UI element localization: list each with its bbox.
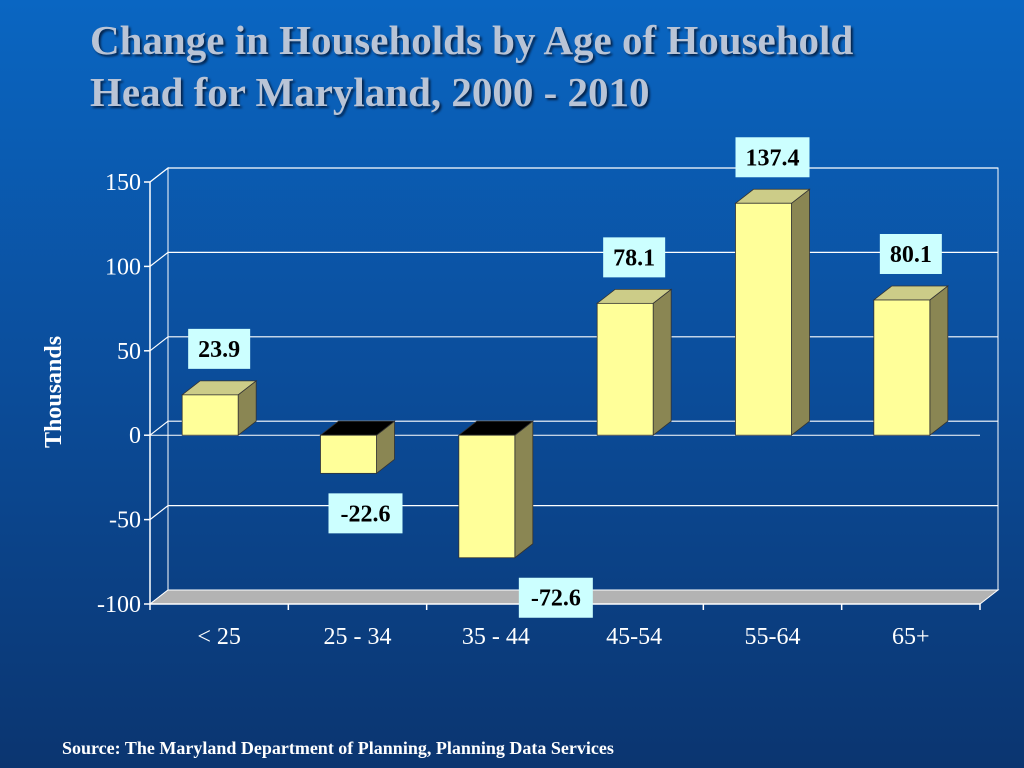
chart-plot-area [148, 166, 1000, 606]
y-tick-label: 100 [105, 254, 141, 280]
chart-title: Change in Households by Age of Household… [90, 14, 990, 118]
data-label: 78.1 [603, 237, 666, 278]
data-label-text: 137.4 [746, 145, 800, 171]
chart-title-line-2: Head for Maryland, 2000 - 2010 [90, 69, 650, 115]
data-label: 80.1 [879, 233, 942, 274]
x-tick-label: 65+ [892, 624, 930, 650]
bar-side [652, 288, 672, 437]
data-label-box [603, 237, 666, 278]
bar [596, 288, 673, 437]
x-tick-label: 45-54 [606, 624, 662, 650]
data-label-box [328, 493, 403, 534]
data-label: 137.4 [735, 137, 810, 178]
bar [457, 420, 534, 559]
bar-front [735, 202, 792, 436]
gridline [149, 420, 998, 436]
bar-side [514, 420, 534, 559]
chart-bars [181, 188, 949, 559]
data-label: -22.6 [328, 493, 403, 534]
data-label: 23.9 [188, 328, 251, 369]
data-label-box [188, 328, 251, 369]
bar-side [929, 285, 949, 437]
data-label-text: 78.1 [613, 245, 655, 271]
y-tick-label: -50 [109, 508, 141, 534]
y-tick-label: -100 [97, 592, 141, 618]
bar [734, 188, 811, 437]
x-tick-label: 35 - 44 [462, 624, 530, 650]
bar-front [181, 394, 239, 436]
bar [181, 380, 258, 437]
y-axis-label: Thousands [41, 336, 67, 448]
data-label-text: 80.1 [890, 242, 932, 268]
bar-side [791, 188, 810, 437]
data-label-text: -72.6 [531, 586, 581, 612]
x-tick-label: < 25 [197, 624, 241, 650]
data-label: -72.6 [518, 577, 593, 618]
gridline [149, 167, 998, 183]
y-tick-label: 0 [129, 423, 141, 449]
gridline [149, 336, 998, 352]
y-tick-label: 150 [105, 170, 141, 196]
bar [872, 285, 949, 437]
chart-axes: 150 100 50 0 -50 -100 < 25 25 - 34 35 - 44 45-54 5… [97, 170, 981, 650]
bar-front [320, 434, 377, 474]
x-tick-label: 55-64 [745, 624, 801, 650]
data-label-box [518, 577, 593, 618]
chart-data-labels: 23.9 -22.6 -72.6 78.1 137.4 80.1 [188, 137, 942, 618]
data-label-text: 23.9 [198, 337, 240, 363]
data-label-text: -22.6 [341, 501, 391, 527]
bar-front [458, 434, 516, 559]
bar-front [873, 299, 931, 436]
bar [319, 420, 396, 475]
left-wall [149, 166, 169, 606]
source-note: Source: The Maryland Department of Plann… [62, 738, 614, 758]
chart-title-line-1: Change in Households by Age of Household [90, 17, 854, 63]
gridline [149, 505, 998, 521]
data-label-box [879, 233, 942, 274]
bar-front [596, 302, 654, 436]
data-label-box [735, 137, 810, 178]
y-tick-label: 50 [117, 339, 141, 365]
gridline [149, 251, 998, 267]
x-tick-label: 25 - 34 [324, 624, 392, 650]
